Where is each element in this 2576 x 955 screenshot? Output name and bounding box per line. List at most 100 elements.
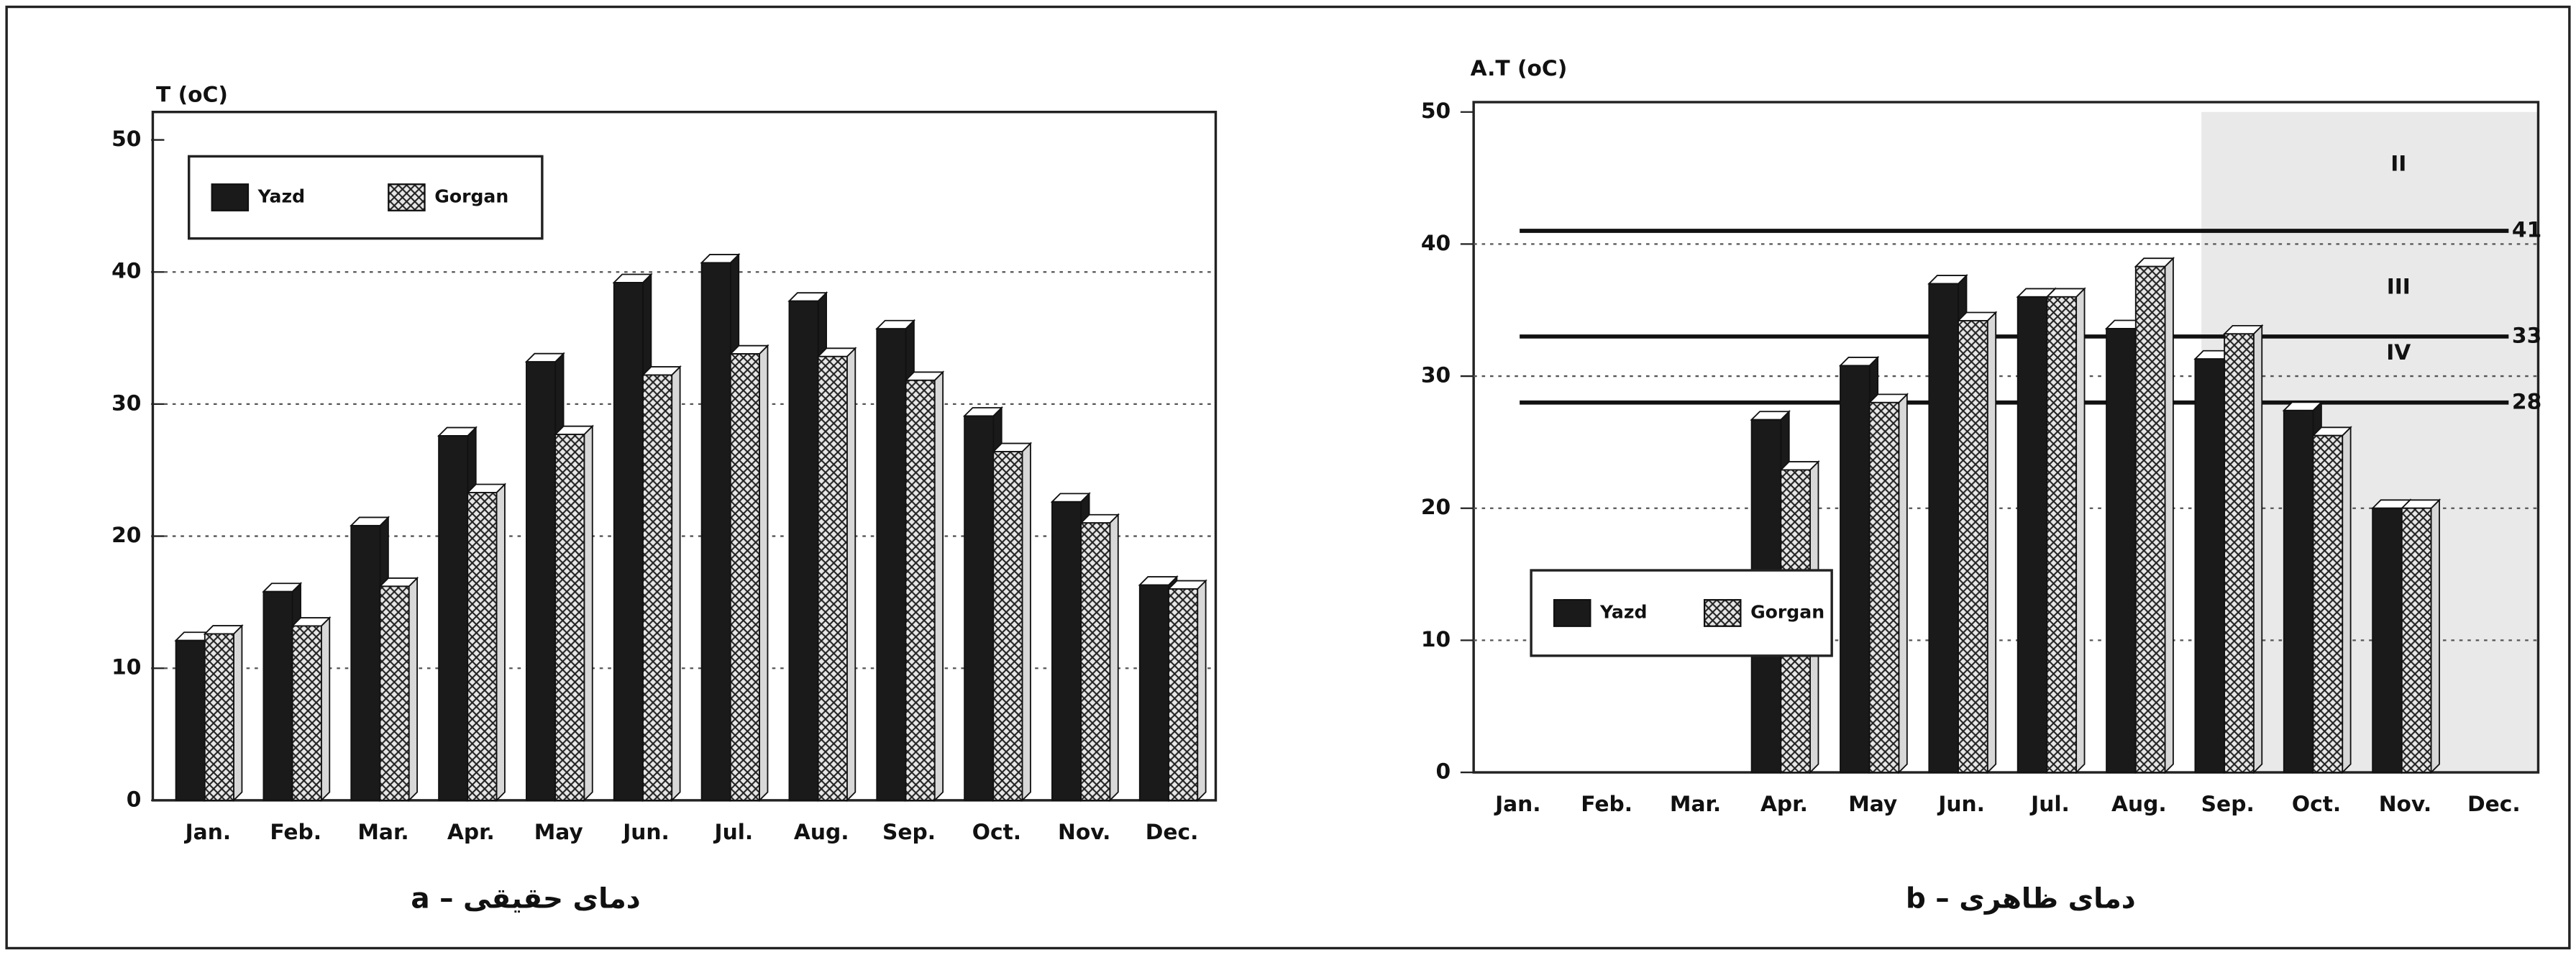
legend-swatch — [1703, 599, 1742, 627]
x-tick-label: Mar. — [357, 820, 408, 845]
bar — [1840, 365, 1871, 773]
x-tick-label: Oct. — [2292, 792, 2341, 817]
zone-label: II — [2390, 151, 2406, 176]
bar-side — [2342, 426, 2352, 774]
bar-side — [495, 483, 506, 803]
plot-frame — [151, 110, 1218, 802]
x-tick-label: Jun. — [1937, 792, 1985, 817]
bar — [554, 434, 585, 801]
bar — [642, 374, 673, 801]
bar — [1928, 283, 1959, 773]
y-tick-label: 50 — [111, 127, 141, 152]
bar — [1051, 501, 1082, 801]
bar — [467, 492, 498, 801]
y-tick-label: 10 — [1421, 627, 1451, 652]
bar — [379, 585, 410, 801]
bar-side — [408, 576, 419, 803]
bar — [2312, 434, 2344, 773]
bar — [992, 451, 1023, 801]
bar-side — [1021, 442, 1031, 803]
bar-side — [671, 365, 681, 803]
y-axis-title: T (oC) — [156, 82, 228, 107]
bar-side — [1898, 393, 1908, 774]
bar — [964, 415, 995, 801]
bar-side — [2164, 256, 2174, 774]
x-tick-label: Nov. — [1058, 820, 1110, 845]
x-tick-label: Jul. — [713, 820, 754, 845]
reference-label: 28 — [2512, 389, 2541, 414]
bar — [2224, 333, 2255, 773]
x-tick-label: Dec. — [2467, 792, 2521, 817]
bar — [1868, 401, 1900, 773]
x-tick-label: Aug. — [794, 820, 849, 845]
bar — [700, 262, 731, 801]
bar — [788, 300, 819, 801]
x-tick-label: Jul. — [2029, 792, 2070, 817]
bar — [2106, 328, 2137, 773]
x-tick-label: Apr. — [1760, 792, 1808, 817]
bar — [2372, 507, 2403, 773]
x-tick-label: Mar. — [1670, 792, 1721, 817]
y-tick-label: 30 — [111, 390, 141, 416]
bar — [876, 328, 907, 801]
y-tick-label: 0 — [1435, 759, 1451, 785]
zone-label: IV — [2386, 340, 2411, 365]
caption: a – دمای حقیقی — [411, 883, 640, 915]
bar — [204, 633, 234, 801]
bar — [905, 379, 936, 801]
x-tick-label: Jan. — [1494, 792, 1541, 817]
bar-side — [233, 623, 243, 803]
bar — [1168, 588, 1199, 801]
bar — [2401, 507, 2432, 773]
bar-side — [1197, 579, 1207, 803]
y-tick-label: 40 — [111, 259, 141, 284]
legend-swatch — [1553, 599, 1591, 627]
bar — [729, 353, 760, 801]
y-tick-label: 10 — [111, 655, 141, 680]
legend-swatch — [388, 183, 426, 211]
x-tick-label: Feb. — [270, 820, 321, 845]
legend-label: Yazd — [1599, 601, 1647, 622]
figure-border — [5, 5, 2571, 950]
bar — [526, 361, 557, 801]
bar — [1080, 522, 1111, 801]
x-tick-label: Oct. — [972, 820, 1021, 845]
bar-side — [2430, 498, 2440, 774]
bar-side — [933, 370, 944, 803]
legend-label: Yazd — [257, 186, 305, 207]
y-tick-label: 20 — [1421, 495, 1451, 520]
y-axis-title: A.T (oC) — [1471, 56, 1568, 81]
bar — [2046, 296, 2078, 773]
y-tick-label: 0 — [127, 787, 142, 812]
bar — [1958, 319, 1988, 773]
bar — [1138, 584, 1169, 801]
bar — [2283, 409, 2314, 773]
x-tick-label: Nov. — [2379, 792, 2431, 817]
caption: b – دمای ظاهری — [1906, 883, 2136, 915]
zone-label: III — [2387, 275, 2411, 300]
x-tick-label: May — [534, 820, 583, 845]
reference-label: 33 — [2512, 323, 2541, 348]
y-tick-label: 40 — [1421, 231, 1451, 256]
legend-label: Gorgan — [434, 186, 508, 207]
x-tick-label: Jan. — [184, 820, 231, 845]
y-tick-label: 50 — [1421, 99, 1451, 124]
bar-side — [2252, 324, 2263, 774]
y-tick-label: 20 — [111, 523, 141, 548]
y-tick-label: 30 — [1421, 363, 1451, 388]
plot-frame — [1472, 101, 2540, 774]
reference-label: 41 — [2512, 218, 2541, 243]
bar-side — [583, 424, 593, 803]
x-tick-label: Aug. — [2111, 792, 2167, 817]
bar-side — [846, 347, 857, 803]
bar — [817, 355, 848, 801]
x-tick-label: May — [1848, 792, 1897, 817]
bar — [2134, 265, 2166, 773]
bar — [2017, 296, 2048, 773]
legend-label: Gorgan — [1750, 601, 1824, 622]
x-tick-label: Feb. — [1581, 792, 1632, 817]
bar — [262, 590, 293, 801]
bar — [350, 524, 381, 801]
bar — [613, 281, 644, 801]
